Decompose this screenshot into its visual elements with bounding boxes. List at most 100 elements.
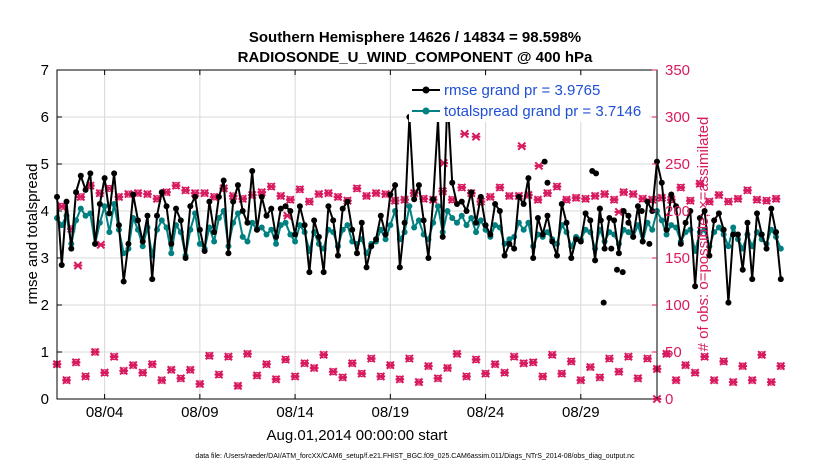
rmse-series-point	[68, 245, 75, 252]
rmse-series-point	[230, 198, 237, 205]
obs-assimilated-marker	[371, 188, 381, 198]
obs-assimilated-marker	[128, 360, 138, 370]
rmse-series-point	[254, 226, 260, 233]
obs-assimilated-marker	[362, 191, 371, 201]
y-tick-label: 5	[41, 156, 49, 173]
rmse-series-point	[597, 217, 604, 224]
obs-assimilated-marker	[414, 377, 424, 387]
obs-assimilated-marker	[262, 359, 271, 369]
obs-assimilated-marker	[205, 351, 214, 361]
totalspread-series-point	[663, 231, 670, 238]
rmse-series-point	[344, 198, 351, 205]
rmse-series-point	[211, 229, 218, 236]
obs-assimilated-marker	[457, 183, 467, 192]
totalspread-series-point	[244, 238, 251, 245]
rmse-series-point	[730, 231, 737, 238]
totalspread-series-point	[277, 222, 284, 229]
rmse-series-point	[558, 200, 565, 207]
totalspread-series-point	[730, 224, 737, 231]
rmse-series-point	[268, 205, 275, 212]
obs-assimilated-marker	[338, 373, 348, 382]
rmse-series-point	[401, 219, 408, 226]
y-tick-label: 7	[41, 62, 49, 79]
totalspread-series-point	[101, 203, 108, 210]
obs-assimilated-marker	[719, 357, 728, 366]
obs-assimilated-marker	[586, 362, 595, 372]
x-tick-label: 08/14	[276, 404, 314, 421]
obs-assimilated-marker	[547, 350, 557, 360]
rmse-series-point	[739, 266, 746, 273]
obs-assimilated-marker	[733, 194, 743, 204]
totalspread-series-point	[273, 240, 280, 247]
obs-assimilated-marker	[576, 375, 586, 385]
obs-assimilated-marker	[643, 354, 652, 363]
rmse-series-point	[368, 243, 375, 250]
rmse-series-point	[725, 299, 732, 306]
totalspread-series-point	[444, 208, 451, 214]
rmse-series-point	[139, 238, 146, 245]
rmse-series-point	[73, 189, 80, 196]
totalspread-series-point	[82, 212, 89, 219]
rmse-series-point	[234, 182, 241, 189]
obs-assimilated-marker	[271, 374, 281, 384]
obs-assimilated-marker	[460, 129, 469, 139]
rmse-series-point	[606, 215, 613, 222]
rmse-series-point	[673, 203, 680, 210]
totalspread-series-point	[777, 245, 784, 252]
obs-assimilated-marker	[614, 367, 624, 377]
rmse-series-point	[506, 240, 513, 247]
legend-rmse-marker	[422, 86, 430, 94]
obs-assimilated-marker	[743, 186, 752, 195]
rmse-series-point	[287, 208, 294, 214]
rmse-series-point	[192, 193, 199, 200]
y2-tick-label: 0	[665, 391, 673, 408]
obs-assimilated-marker	[62, 375, 71, 385]
rmse-series-point	[439, 233, 446, 240]
rmse-series-point	[296, 203, 303, 210]
totalspread-series-point	[139, 243, 146, 250]
rmse-series-point	[201, 247, 208, 254]
rmse-series-point	[615, 250, 622, 257]
obs-assimilated-marker	[157, 375, 167, 385]
obs-assimilated-marker	[709, 375, 719, 385]
obs-assimilated-marker	[90, 347, 100, 357]
rmse-series-point	[306, 269, 313, 276]
obs-assimilated-marker	[500, 368, 509, 377]
rmse-series-point	[263, 212, 270, 219]
obs-assimilated-marker	[243, 349, 252, 359]
rmse-series-point	[196, 226, 203, 233]
obs-assimilated-marker	[609, 195, 619, 205]
obs-assimilated-marker	[295, 185, 305, 194]
chart-subtitle: RADIOSONDE_U_WIND_COMPONENT @ 400 hPa	[238, 49, 593, 66]
obs-assimilated-marker	[581, 194, 590, 204]
obs-assimilated-marker	[724, 197, 733, 206]
rmse-series-point	[392, 182, 399, 189]
rmse-series-point	[530, 255, 537, 261]
obs-assimilated-marker	[305, 197, 314, 206]
obs-assimilated-marker	[662, 349, 671, 359]
obs-assimilated-marker	[624, 352, 633, 362]
totalspread-series-point	[168, 250, 175, 257]
rmse-series-point	[696, 215, 703, 222]
obs-assimilated-marker	[57, 201, 67, 211]
obs-assimilated-marker	[676, 183, 686, 192]
obs-assimilated-marker	[347, 358, 357, 368]
y2-tick-label: 350	[665, 62, 690, 79]
totalspread-series-point	[625, 229, 632, 236]
x-tick-label: 08/29	[562, 404, 600, 421]
plot-frame	[56, 69, 658, 400]
obs-assimilated-marker	[566, 357, 576, 366]
rmse-series-point	[692, 283, 699, 290]
obs-assimilated-marker	[757, 350, 767, 360]
obs-assimilated-marker	[633, 374, 643, 383]
rmse-series-point	[87, 170, 94, 177]
rmse-series-point	[577, 238, 584, 245]
rmse-series-point	[638, 208, 645, 214]
rmse-series-point	[149, 276, 156, 283]
rmse-series-point	[277, 205, 284, 212]
rmse-series-point	[182, 255, 189, 261]
rmse-series-point	[430, 196, 437, 203]
rmse-series-point	[630, 233, 637, 240]
rmse-series-point	[663, 226, 670, 233]
